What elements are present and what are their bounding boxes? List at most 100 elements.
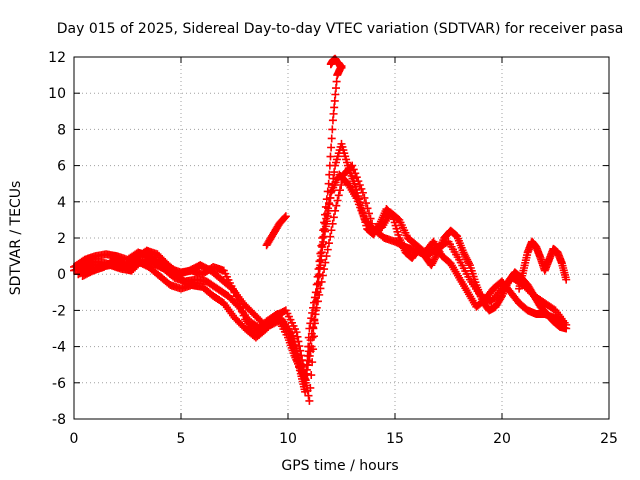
data-point [329,213,338,222]
x-tick-label: 20 [493,431,511,447]
data-point [562,324,571,333]
data-point [298,360,307,369]
data-point [314,279,323,288]
data-point [308,333,317,342]
data-point [324,239,333,248]
series-sat-a [70,62,346,396]
data-point [293,332,302,341]
data-point [301,376,310,385]
y-tick-label: 0 [57,267,66,283]
data-point [464,259,473,268]
data-point [309,324,318,333]
data-point [322,217,331,226]
data-point [360,193,369,202]
data-point [427,261,436,270]
data-point [329,174,338,183]
x-tick-label: 0 [70,431,79,447]
data-point [460,250,469,259]
data-point [320,232,329,241]
data-point [333,196,342,205]
data-point [430,255,439,264]
data-point [305,396,314,405]
data-point [320,265,329,274]
data-point [464,257,473,266]
data-point [325,170,334,179]
data-point [335,186,344,195]
data-point [321,258,330,267]
data-point [309,332,318,341]
data-point [316,261,325,270]
data-point [355,180,364,189]
data-point [357,184,366,193]
data-point [431,252,440,261]
data-point [462,253,471,262]
y-tick-label: -6 [52,376,66,392]
data-point [306,383,315,392]
data-points [70,54,571,405]
data-point [292,328,301,337]
data-point [562,275,571,284]
data-point [317,252,326,261]
data-point [281,212,290,221]
data-point [326,152,335,161]
data-point [297,351,306,360]
y-tick-label: -8 [52,412,66,428]
data-point [296,346,305,355]
y-tick-label: 12 [48,50,66,66]
data-point [328,125,337,134]
series-sat-f [515,237,571,293]
data-point [337,180,346,189]
data-point [327,143,336,152]
grid [74,57,609,419]
data-point [324,206,333,215]
data-point [312,297,321,306]
data-point [294,337,303,346]
data-point [334,191,343,200]
data-point [308,358,317,367]
data-point [459,248,468,257]
data-point [323,245,332,254]
data-point [429,257,438,266]
data-point [323,212,332,221]
data-point [332,201,341,210]
data-point [309,345,318,354]
series-sat-e [262,212,290,250]
series-sat-d [78,139,571,405]
data-point [298,356,307,365]
data-point [315,270,324,279]
data-point [497,293,506,302]
data-point [330,168,339,177]
data-point [375,221,384,230]
data-point [328,219,337,228]
data-point [387,211,396,220]
data-point [318,243,327,252]
data-point [461,252,470,261]
data-point [320,227,329,236]
y-tick-label: 4 [57,195,66,211]
data-point [319,237,328,246]
axis-ticks: 0 5 10 15 20 25 -8 -6 -4 -2 0 2 4 6 8 10 12 [48,50,618,447]
data-point [328,180,337,189]
y-axis-label: SDTVAR / TECUs [8,181,24,296]
data-point [431,253,440,262]
data-point [311,306,320,315]
x-tick-label: 10 [279,431,297,447]
data-point [313,288,322,297]
x-tick-label: 15 [386,431,404,447]
data-point [432,250,441,259]
y-tick-label: 8 [57,122,66,138]
data-point [307,371,316,380]
y-tick-label: 6 [57,159,66,175]
data-point [280,213,289,222]
data-point [337,63,346,72]
y-tick-label: -2 [52,303,66,319]
data-point [304,391,313,400]
data-point [299,365,308,374]
data-point [295,342,304,351]
data-point [305,351,314,360]
data-point [312,280,321,289]
y-tick-label: 10 [48,86,66,102]
data-point [321,222,330,231]
x-tick-label: 5 [177,431,186,447]
